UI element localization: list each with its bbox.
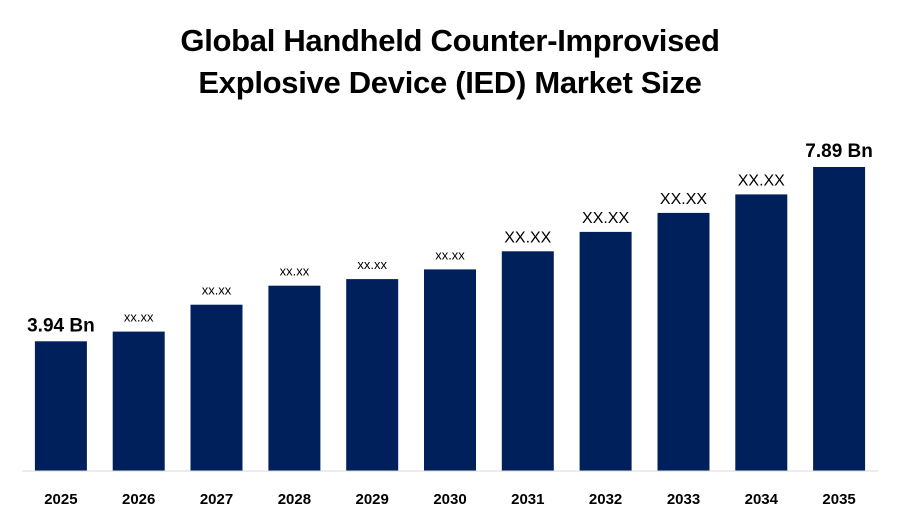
- bars-group: [34, 167, 866, 471]
- data-label-2025: 3.94 Bn: [27, 315, 95, 336]
- data-label-2028: xx.xx: [280, 264, 310, 279]
- chart-title-line-2: Explosive Device (IED) Market Size: [198, 65, 702, 100]
- chart-title: Global Handheld Counter-Improvised Explo…: [0, 20, 900, 104]
- data-labels-group: 3.94 Bn xx.xx xx.xx xx.xx xx.xx xx.xx XX.XX XX.…: [27, 141, 873, 336]
- x-tick-labels-group: 2025 2026 2027 2028 2029 2030 2031 2032 2033 2034…: [44, 491, 856, 508]
- data-label-2032: XX.XX: [582, 210, 629, 227]
- data-label-2026: xx.xx: [124, 310, 154, 325]
- x-tick-label-2026: 2026: [122, 491, 155, 508]
- bar-2035: [813, 167, 866, 471]
- x-tick-label-2027: 2027: [200, 491, 233, 508]
- bar-2029: [346, 279, 399, 471]
- x-tick-label-2031: 2031: [511, 491, 544, 508]
- x-tick-label-2030: 2030: [433, 491, 466, 508]
- x-tick-label-2033: 2033: [667, 491, 700, 508]
- bar-2034: [735, 194, 788, 471]
- x-tick-label-2035: 2035: [822, 491, 855, 508]
- data-label-2030: xx.xx: [435, 247, 465, 262]
- data-label-2033: XX.XX: [660, 191, 707, 208]
- bar-2028: [268, 285, 321, 471]
- chart-title-line-1: Global Handheld Counter-Improvised: [180, 23, 720, 58]
- data-label-2035: 7.89 Bn: [805, 141, 873, 162]
- bar-2030: [424, 269, 476, 471]
- bar-2033: [657, 212, 710, 471]
- x-tick-label-2032: 2032: [589, 491, 622, 508]
- bar-2025: [34, 341, 87, 471]
- data-label-2029: xx.xx: [357, 257, 387, 272]
- data-label-2034: XX.XX: [738, 172, 785, 189]
- bar-2032: [579, 231, 632, 471]
- x-tick-label-2034: 2034: [745, 491, 779, 508]
- bar-2031: [501, 251, 554, 471]
- data-label-2027: xx.xx: [202, 283, 232, 298]
- x-tick-label-2025: 2025: [44, 491, 77, 508]
- bar-2026: [112, 331, 165, 471]
- bar-2027: [190, 304, 243, 471]
- x-tick-label-2028: 2028: [278, 491, 311, 508]
- x-tick-label-2029: 2029: [356, 491, 389, 508]
- data-label-2031: XX.XX: [504, 229, 551, 246]
